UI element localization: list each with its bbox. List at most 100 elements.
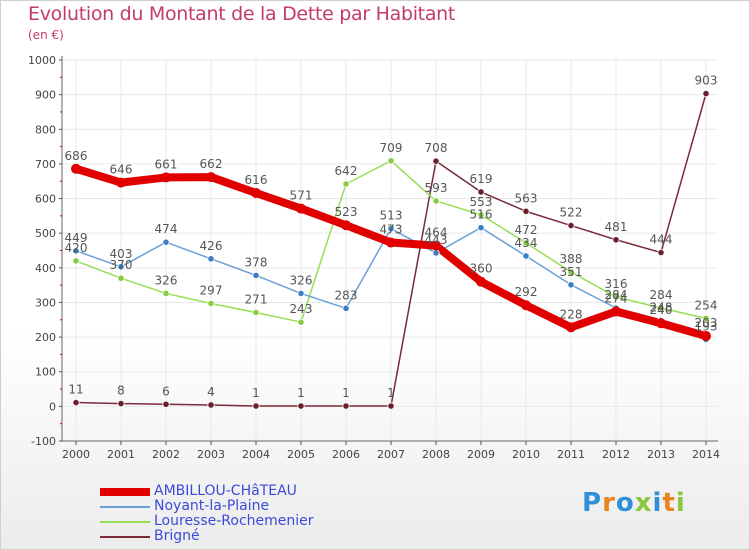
data-label: 709 bbox=[380, 141, 403, 155]
data-point bbox=[432, 157, 440, 165]
proxiti-logo: Proxiti bbox=[582, 488, 686, 518]
data-label: 240 bbox=[650, 303, 673, 317]
data-label: 360 bbox=[470, 262, 493, 276]
x-tick-label: 2011 bbox=[557, 448, 585, 461]
data-label: 464 bbox=[425, 226, 448, 240]
x-tick-label: 2003 bbox=[197, 448, 225, 461]
data-point bbox=[387, 157, 395, 165]
data-point bbox=[567, 221, 575, 230]
data-point bbox=[252, 308, 260, 317]
data-point bbox=[161, 172, 171, 183]
data-point bbox=[342, 402, 350, 410]
data-point bbox=[386, 237, 396, 248]
data-label: 203 bbox=[695, 316, 718, 330]
y-tick-label: 100 bbox=[35, 366, 56, 379]
data-point bbox=[431, 240, 441, 251]
chart-title: Evolution du Montant de la Dette par Hab… bbox=[28, 3, 456, 25]
data-label: 593 bbox=[425, 181, 448, 195]
data-point bbox=[477, 211, 485, 219]
x-tick-label: 2002 bbox=[152, 448, 180, 461]
data-point bbox=[251, 188, 261, 199]
x-tick-label: 2013 bbox=[647, 448, 675, 461]
data-label: 1 bbox=[342, 386, 350, 400]
data-label: 1 bbox=[252, 386, 260, 400]
data-label: 8 bbox=[117, 384, 125, 398]
data-point bbox=[432, 197, 440, 205]
data-point bbox=[522, 252, 530, 260]
data-point bbox=[207, 299, 215, 308]
data-label: 563 bbox=[515, 191, 538, 205]
data-label: 6 bbox=[162, 384, 170, 398]
legend-swatch bbox=[100, 506, 150, 508]
data-label: 388 bbox=[560, 252, 583, 266]
x-tick-label: 2010 bbox=[512, 448, 540, 461]
data-label: 473 bbox=[380, 223, 403, 237]
y-tick-label: 900 bbox=[35, 89, 56, 102]
data-label: 571 bbox=[290, 189, 313, 203]
data-point bbox=[72, 398, 80, 407]
data-point bbox=[522, 239, 530, 247]
data-point bbox=[387, 402, 395, 410]
data-label: 284 bbox=[605, 288, 628, 302]
data-label: 661 bbox=[155, 157, 178, 171]
data-label: 662 bbox=[200, 157, 223, 171]
y-tick-label: 1000 bbox=[28, 54, 56, 67]
data-label: 516 bbox=[470, 208, 493, 222]
x-tick-label: 2009 bbox=[467, 448, 495, 461]
data-point bbox=[297, 289, 305, 298]
data-label: 481 bbox=[605, 220, 628, 234]
data-point bbox=[342, 304, 350, 312]
data-label: 619 bbox=[470, 172, 493, 186]
data-label: 228 bbox=[560, 307, 583, 321]
data-label: 513 bbox=[380, 209, 403, 223]
data-label: 522 bbox=[560, 206, 583, 220]
data-point bbox=[297, 318, 305, 326]
y-tick-label: 200 bbox=[35, 331, 56, 344]
legend-label: Brigné bbox=[154, 528, 200, 544]
data-label: 523 bbox=[335, 205, 358, 219]
data-label: 708 bbox=[425, 141, 448, 155]
data-point bbox=[207, 255, 215, 263]
data-label: 326 bbox=[155, 273, 178, 287]
data-label: 434 bbox=[515, 236, 538, 250]
y-tick-label: 400 bbox=[35, 262, 56, 275]
data-label: 243 bbox=[290, 302, 313, 316]
data-label: 378 bbox=[245, 255, 268, 269]
data-point bbox=[117, 399, 125, 408]
legend-swatch bbox=[100, 536, 150, 538]
data-point bbox=[612, 293, 620, 301]
data-point bbox=[387, 225, 395, 233]
y-tick-label: 300 bbox=[35, 296, 56, 309]
x-tick-label: 2004 bbox=[242, 448, 270, 461]
data-point bbox=[612, 236, 620, 244]
data-point bbox=[341, 220, 351, 231]
data-point bbox=[162, 400, 170, 408]
data-point bbox=[657, 304, 665, 312]
data-label: 616 bbox=[245, 173, 268, 187]
data-label: 4 bbox=[207, 385, 215, 399]
data-point bbox=[71, 163, 81, 174]
data-point bbox=[252, 402, 260, 410]
chart-subtitle: (en €) bbox=[28, 28, 64, 42]
data-label: 271 bbox=[245, 292, 268, 306]
data-label: 316 bbox=[605, 277, 628, 291]
data-label: 903 bbox=[695, 74, 718, 88]
data-point bbox=[477, 224, 485, 232]
data-label: 449 bbox=[65, 231, 88, 245]
y-tick-label: -100 bbox=[31, 435, 56, 448]
data-label: 474 bbox=[155, 222, 178, 236]
data-point bbox=[206, 172, 216, 183]
data-point bbox=[611, 306, 621, 317]
y-tick-label: 800 bbox=[35, 123, 56, 136]
data-point bbox=[207, 401, 215, 409]
x-tick-label: 2012 bbox=[602, 448, 630, 461]
data-point bbox=[702, 89, 710, 98]
data-point bbox=[342, 180, 350, 188]
data-label: 420 bbox=[65, 241, 88, 255]
data-label: 443 bbox=[425, 233, 448, 247]
data-point bbox=[162, 289, 170, 298]
data-point bbox=[656, 318, 666, 329]
data-label: 403 bbox=[110, 247, 133, 261]
